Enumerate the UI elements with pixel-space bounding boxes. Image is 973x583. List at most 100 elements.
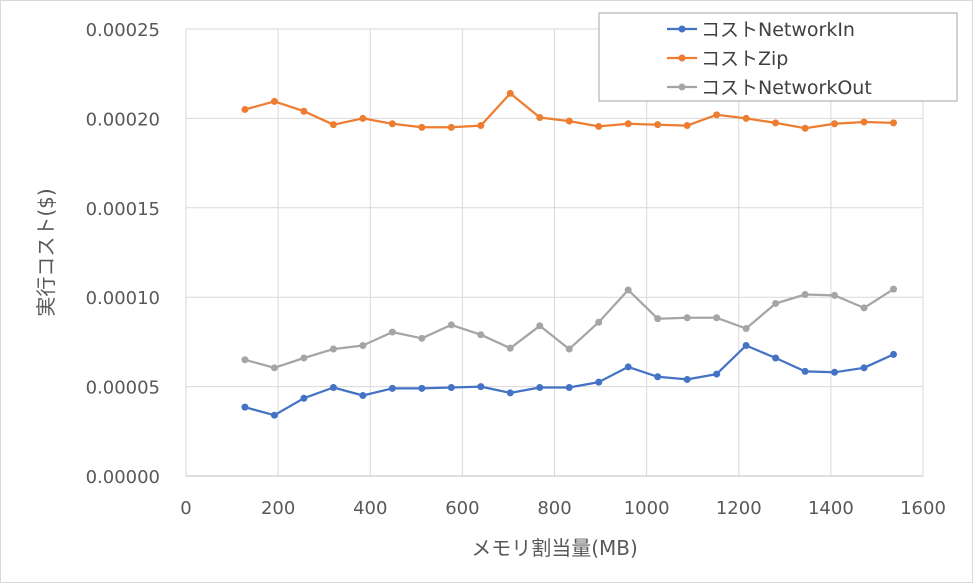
legend-item: コストNetworkIn — [667, 19, 855, 41]
x-tick-label: 400 — [353, 498, 387, 519]
data-point — [506, 389, 514, 397]
data-point — [447, 383, 455, 391]
data-point — [565, 345, 573, 353]
data-point — [683, 122, 691, 130]
data-point — [506, 89, 514, 97]
data-point — [624, 286, 632, 294]
data-point — [860, 304, 868, 312]
data-point — [359, 114, 367, 122]
data-point — [418, 384, 426, 392]
tick-labels: 0 200 400 600 800 1000 1200 1400 1600 0.00000 0.00… — [86, 20, 946, 519]
data-point — [772, 119, 780, 127]
data-point — [447, 321, 455, 329]
data-point — [831, 368, 839, 376]
x-tick-label: 200 — [261, 498, 295, 519]
data-point — [860, 118, 868, 126]
data-point — [536, 114, 544, 122]
data-point — [890, 285, 898, 293]
data-point — [241, 356, 249, 364]
data-point — [477, 122, 485, 130]
y-tick-label: 0.00000 — [86, 467, 160, 488]
data-point — [713, 111, 721, 119]
data-point — [831, 291, 839, 299]
data-point — [388, 384, 396, 392]
x-tick-label: 1600 — [900, 498, 946, 519]
x-tick-label: 1000 — [624, 498, 670, 519]
data-point — [742, 114, 750, 122]
legend-marker — [678, 54, 686, 62]
data-point — [890, 119, 898, 127]
data-point — [831, 120, 839, 128]
series-line — [244, 344, 894, 417]
data-point — [536, 322, 544, 330]
x-axis-title: メモリ割当量(MB) — [471, 536, 638, 560]
x-tick-label: 1400 — [808, 498, 854, 519]
legend-item: コストNetworkOut — [667, 77, 872, 99]
data-point — [713, 314, 721, 322]
legend-label: コストZip — [701, 48, 788, 70]
data-point — [388, 328, 396, 336]
data-point — [654, 315, 662, 323]
legend-box — [598, 12, 958, 102]
x-tick-label: 600 — [445, 498, 479, 519]
data-point — [388, 120, 396, 128]
data-point — [595, 318, 603, 326]
data-point — [329, 121, 337, 129]
series-lines — [241, 89, 898, 419]
legend-marker — [678, 83, 686, 91]
data-point — [270, 97, 278, 105]
data-point — [418, 123, 426, 131]
x-tick-label: 0 — [180, 498, 191, 519]
data-point — [772, 299, 780, 307]
data-point — [506, 344, 514, 352]
data-point — [772, 354, 780, 362]
data-point — [683, 375, 691, 383]
data-point — [565, 383, 573, 391]
data-point — [624, 120, 632, 128]
data-point — [300, 394, 308, 402]
data-point — [654, 373, 662, 381]
data-point — [300, 354, 308, 362]
data-point — [595, 122, 603, 130]
data-point — [801, 367, 809, 375]
data-point — [329, 345, 337, 353]
data-point — [447, 123, 455, 131]
series-group — [241, 89, 898, 132]
data-point — [536, 383, 544, 391]
data-point — [860, 364, 868, 372]
data-point — [890, 350, 898, 358]
data-point — [359, 341, 367, 349]
data-point — [742, 341, 750, 349]
legend: コストNetworkIn コストZip コストNetworkOut — [598, 12, 958, 102]
data-point — [624, 363, 632, 371]
data-point — [329, 383, 337, 391]
y-tick-label: 0.00005 — [86, 378, 160, 399]
data-point — [477, 331, 485, 339]
data-point — [418, 334, 426, 342]
y-tick-label: 0.00015 — [86, 199, 160, 220]
data-point — [713, 370, 721, 378]
x-tick-label: 1200 — [716, 498, 762, 519]
data-point — [801, 291, 809, 299]
legend-item: コストZip — [667, 48, 788, 70]
series-line — [244, 288, 895, 369]
data-point — [683, 314, 691, 322]
series-group — [241, 341, 898, 419]
y-tick-label: 0.00020 — [86, 109, 160, 130]
legend-label: コストNetworkIn — [701, 19, 855, 41]
data-point — [270, 411, 278, 419]
x-tick-label: 800 — [537, 498, 571, 519]
y-tick-label: 0.00025 — [86, 20, 160, 41]
data-point — [359, 392, 367, 400]
data-point — [801, 124, 809, 132]
legend-label: コストNetworkOut — [701, 77, 872, 99]
data-point — [742, 324, 750, 332]
data-point — [565, 117, 573, 125]
data-point — [270, 364, 278, 372]
data-point — [241, 105, 249, 113]
legend-marker — [678, 25, 686, 33]
series-group — [241, 285, 898, 372]
y-axis-title: 実行コスト($) — [34, 188, 58, 316]
